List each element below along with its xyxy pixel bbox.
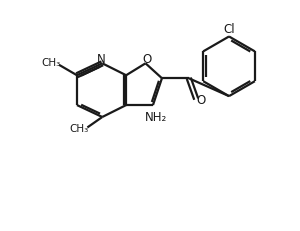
Text: CH₃: CH₃: [69, 124, 89, 134]
Text: N: N: [96, 53, 105, 66]
Text: NH₂: NH₂: [145, 111, 167, 124]
Text: Cl: Cl: [223, 23, 235, 36]
Text: O: O: [142, 53, 152, 66]
Text: O: O: [196, 94, 205, 107]
Text: CH₃: CH₃: [41, 58, 60, 68]
